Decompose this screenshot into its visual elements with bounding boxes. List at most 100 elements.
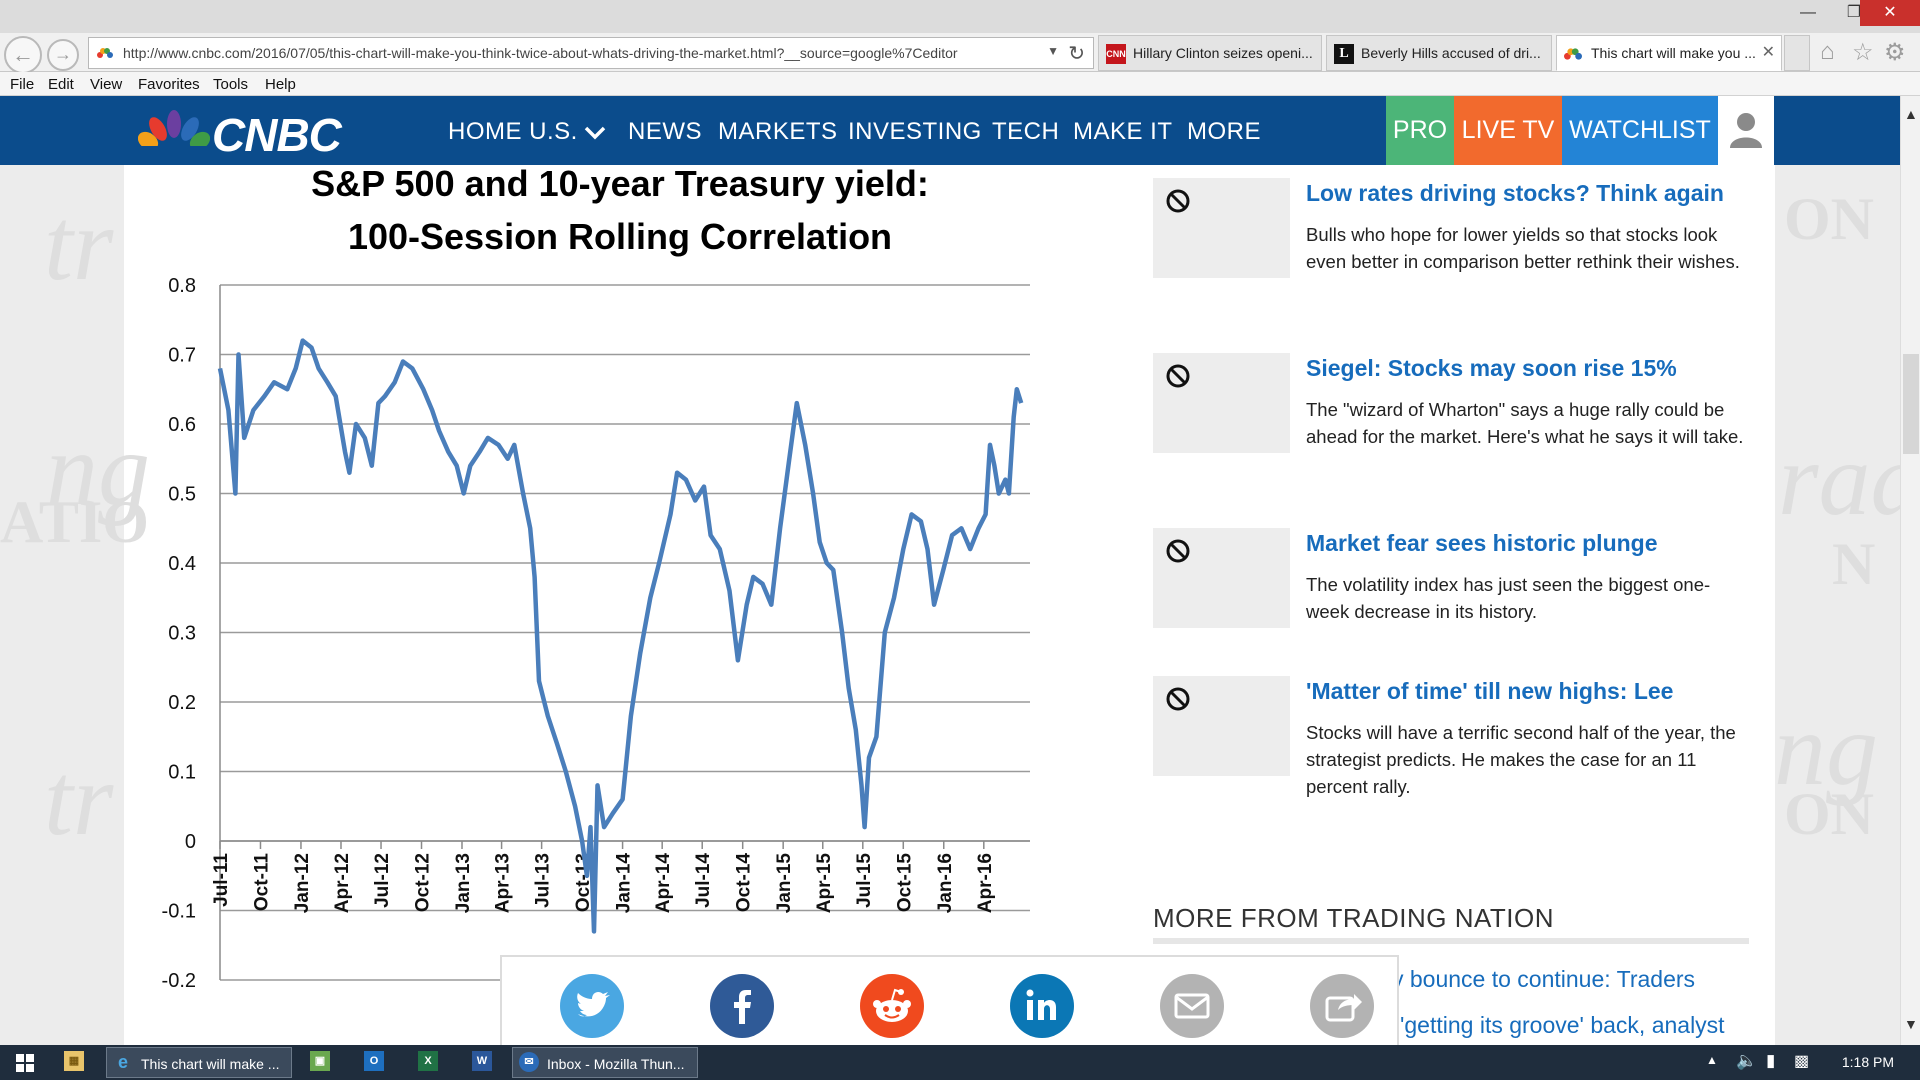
section-divider bbox=[1153, 938, 1749, 944]
vertical-scrollbar[interactable]: ▲ ▼ bbox=[1900, 96, 1920, 1045]
watchlist-button[interactable]: WATCHLIST bbox=[1562, 96, 1718, 165]
menu-edit[interactable]: Edit bbox=[48, 76, 74, 93]
nav-more[interactable]: MORE bbox=[1187, 118, 1261, 145]
blocked-image-icon bbox=[1166, 189, 1190, 213]
menu-view[interactable]: View bbox=[90, 76, 123, 93]
blocked-image-icon bbox=[1166, 687, 1190, 711]
power-icon[interactable]: ▮ bbox=[1766, 1051, 1776, 1070]
taskbar-item-label: This chart will make ... bbox=[141, 1056, 280, 1072]
new-tab-button[interactable] bbox=[1784, 35, 1810, 71]
cnbc-peacock-icon bbox=[1564, 48, 1582, 60]
menu-bar: File Edit View Favorites Tools Help bbox=[0, 72, 1920, 96]
story-thumbnail[interactable] bbox=[1153, 528, 1290, 628]
excel-icon[interactable]: X bbox=[418, 1051, 438, 1071]
story-title[interactable]: Low rates driving stocks? Think again bbox=[1306, 180, 1724, 206]
story-thumbnail[interactable] bbox=[1153, 178, 1290, 278]
address-bar[interactable]: http://www.cnbc.com/2016/07/05/this-char… bbox=[88, 37, 1094, 69]
settings-gear-icon[interactable]: ⚙ bbox=[1884, 39, 1906, 66]
story-title[interactable]: Siegel: Stocks may soon rise 15% bbox=[1306, 355, 1677, 381]
more-from-heading: MORE FROM TRADING NATION bbox=[1153, 903, 1555, 933]
linkedin-share-button[interactable] bbox=[1010, 974, 1074, 1038]
watermark-text: tr bbox=[44, 742, 114, 857]
close-tab-icon[interactable]: ✕ bbox=[1761, 44, 1775, 61]
windows-start-icon[interactable] bbox=[16, 1054, 34, 1072]
file-explorer-icon[interactable]: ▦ bbox=[64, 1051, 84, 1071]
url-text: http://www.cnbc.com/2016/07/05/this-char… bbox=[123, 45, 958, 61]
more-share-button[interactable] bbox=[1310, 974, 1374, 1038]
email-share-button[interactable] bbox=[1160, 974, 1224, 1038]
reddit-icon bbox=[873, 988, 911, 1022]
account-button[interactable] bbox=[1718, 96, 1774, 165]
network-icon[interactable]: ▩ bbox=[1794, 1053, 1810, 1070]
more-story-link[interactable]: y bounce to continue: Traders bbox=[1392, 966, 1696, 992]
twitter-share-button[interactable] bbox=[560, 974, 624, 1038]
story-description: Stocks will have a terrific second half … bbox=[1306, 722, 1736, 797]
watermark-text: rad bbox=[1778, 422, 1920, 537]
restore-button[interactable]: ❐ bbox=[1846, 4, 1862, 21]
story-description: Bulls who hope for lower yields so that … bbox=[1306, 224, 1740, 272]
home-icon[interactable]: ⌂ bbox=[1820, 38, 1835, 65]
menu-help[interactable]: Help bbox=[265, 76, 296, 93]
nav-investing[interactable]: INVESTING bbox=[848, 118, 982, 145]
watermark-text: tr bbox=[44, 187, 114, 302]
more-story-link[interactable]: 'getting its groove' back, analyst bbox=[1400, 1012, 1725, 1038]
nav-news[interactable]: NEWS bbox=[628, 118, 702, 145]
twitter-icon bbox=[577, 991, 610, 1017]
nav-tech[interactable]: TECH bbox=[992, 118, 1060, 145]
refresh-icon[interactable]: ↻ bbox=[1068, 43, 1085, 65]
user-icon bbox=[1730, 113, 1762, 148]
clock: 1:18 PM bbox=[1841, 1054, 1894, 1070]
menu-favorites[interactable]: Favorites bbox=[138, 76, 200, 93]
pro-button[interactable]: PRO bbox=[1386, 96, 1454, 165]
facebook-share-button[interactable] bbox=[710, 974, 774, 1038]
forward-button[interactable]: → bbox=[47, 39, 79, 71]
nav-make-it[interactable]: MAKE IT bbox=[1073, 118, 1173, 145]
word-icon[interactable]: W bbox=[472, 1051, 492, 1071]
tab-latimes[interactable]: L Beverly Hills accused of dri... bbox=[1326, 35, 1552, 71]
minimize-button[interactable]: — bbox=[1800, 4, 1816, 21]
reddit-share-button[interactable] bbox=[860, 974, 924, 1038]
thunderbird-icon: ✉ bbox=[519, 1052, 539, 1072]
scroll-thumb[interactable] bbox=[1903, 354, 1919, 454]
menu-file[interactable]: File bbox=[10, 76, 35, 93]
volume-icon[interactable]: 🔈 bbox=[1736, 1051, 1758, 1070]
tab-cnn[interactable]: CNN Hillary Clinton seizes openi... bbox=[1098, 35, 1322, 71]
story-title[interactable]: 'Matter of time' till new highs: Lee bbox=[1306, 678, 1674, 704]
menu-tools[interactable]: Tools bbox=[213, 76, 249, 93]
watermark-text: ng bbox=[46, 412, 150, 527]
nav-markets[interactable]: MARKETS bbox=[718, 118, 838, 145]
watermark-text: ON bbox=[1784, 781, 1874, 847]
story-title[interactable]: Market fear sees historic plunge bbox=[1306, 530, 1658, 556]
address-dropdown-icon[interactable]: ▼ bbox=[1047, 44, 1059, 58]
story-description: The "wizard of Wharton" says a huge rall… bbox=[1306, 399, 1744, 447]
story-description: The volatility index has just seen the b… bbox=[1306, 574, 1711, 622]
logo-text: CNBC bbox=[212, 109, 342, 161]
favorites-star-icon[interactable]: ☆ bbox=[1852, 39, 1874, 66]
watermark-text: ON bbox=[1784, 186, 1874, 252]
tab-cnbc[interactable]: This chart will make you ... ✕ bbox=[1556, 35, 1782, 71]
scroll-down-icon[interactable]: ▼ bbox=[1904, 1016, 1918, 1032]
share-bar bbox=[500, 955, 1399, 1045]
watermark-text: ng bbox=[1774, 692, 1878, 807]
blocked-image-icon bbox=[1166, 539, 1190, 563]
back-button[interactable]: ← bbox=[4, 36, 42, 74]
watermark-text: ATIO bbox=[0, 489, 149, 555]
story-thumbnail[interactable] bbox=[1153, 353, 1290, 453]
taskbar-item-ie[interactable]: e This chart will make ... bbox=[106, 1047, 292, 1078]
chevron-down-icon[interactable] bbox=[584, 126, 606, 140]
taskbar-item-thunderbird[interactable]: ✉ Inbox - Mozilla Thun... bbox=[512, 1047, 698, 1078]
scroll-up-icon[interactable]: ▲ bbox=[1904, 106, 1918, 122]
close-window-button[interactable]: ✕ bbox=[1860, 0, 1920, 26]
live-tv-button[interactable]: LIVE TV bbox=[1454, 96, 1562, 165]
outlook-icon[interactable]: O bbox=[364, 1051, 384, 1071]
blocked-image-icon bbox=[1166, 364, 1190, 388]
tray-expand-icon[interactable]: ▲ bbox=[1706, 1053, 1718, 1067]
watermark-text: N bbox=[1832, 531, 1876, 597]
cnbc-logo[interactable]: CNBC bbox=[138, 108, 398, 161]
nav-home-us[interactable]: HOME U.S. bbox=[448, 118, 578, 145]
facebook-icon bbox=[734, 990, 751, 1024]
taskbar: ▦ e This chart will make ... ▣ O X W ✉ I… bbox=[0, 1045, 1920, 1080]
linkedin-icon bbox=[1026, 989, 1056, 1020]
story-thumbnail[interactable] bbox=[1153, 676, 1290, 776]
photo-viewer-icon[interactable]: ▣ bbox=[310, 1051, 330, 1071]
